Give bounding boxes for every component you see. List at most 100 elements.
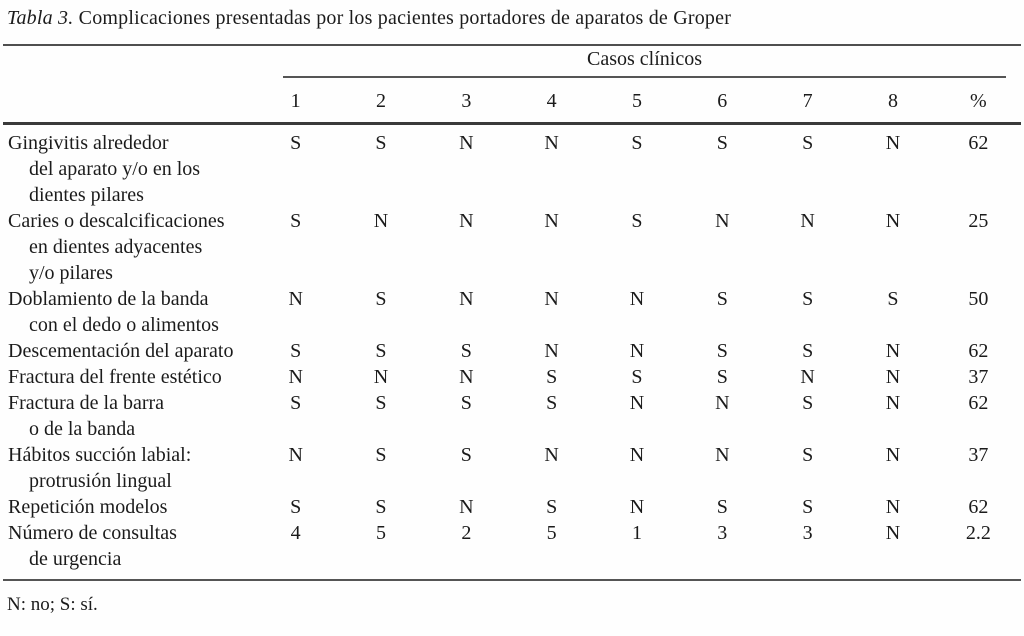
table-cell: S (631, 132, 643, 154)
group-header-spacer (3, 44, 253, 78)
table-cell: N (885, 392, 901, 414)
table-cell: S (375, 132, 387, 154)
table-cell: S (546, 392, 558, 414)
column-header-2: 2 (338, 78, 424, 125)
table-row: Caries o descalcificaciones en dientes a… (3, 208, 1021, 286)
table-footnote: N: no; S: sí. (7, 594, 98, 615)
table-cell: N (885, 210, 901, 232)
table-cell: 3 (679, 520, 765, 581)
table-row: Fractura del frente estético N N N S S S… (3, 364, 1021, 390)
group-header-cell: Casos clínicos (253, 44, 1021, 78)
table-cell-percent: 62 (968, 392, 989, 414)
complications-table: Casos clínicos 1 2 3 4 5 6 7 8 % Gingivi… (3, 44, 1021, 581)
table-cell: N (459, 210, 474, 232)
table-cell: N (629, 288, 645, 310)
table-cell: N (544, 288, 559, 310)
table-cell: S (802, 444, 814, 466)
row-label: Caries o descalcificaciones en dientes a… (8, 210, 225, 284)
table-row: Gingivitis alrededor del aparato y/o en … (3, 124, 1021, 209)
column-header-row: 1 2 3 4 5 6 7 8 % (3, 78, 1021, 125)
table-cell: N (800, 210, 815, 232)
table-cell: S (290, 210, 302, 232)
table-cell: N (800, 366, 815, 388)
table-cell: N (885, 366, 901, 388)
table-cell-percent: 62 (968, 340, 989, 362)
table-cell: N (885, 496, 901, 518)
table-cell: S (802, 340, 814, 362)
column-header-7: 7 (764, 78, 851, 125)
table-row: Repetición modelos S S N S N S S N 62 (3, 494, 1021, 520)
table-cell: N (544, 340, 559, 362)
table-cell-percent: 2.2 (935, 520, 1021, 581)
table-cell: 2 (423, 520, 509, 581)
column-header-6: 6 (679, 78, 765, 125)
table-cell: N (288, 288, 303, 310)
row-label: Fractura de la barra o de la banda (8, 392, 165, 440)
table-cell: S (375, 392, 387, 414)
table-cell: N (629, 340, 645, 362)
table-cell: N (544, 210, 559, 232)
table-cell: S (460, 392, 472, 414)
table-cell: S (887, 288, 899, 310)
column-header-3: 3 (423, 78, 509, 125)
table-cell: S (546, 496, 558, 518)
table-cell: S (375, 496, 387, 518)
table-cell: N (373, 366, 389, 388)
table-row: Número de consultas de urgencia 4 5 2 5 … (3, 520, 1021, 581)
table-cell: N (715, 392, 730, 414)
table-cell: S (802, 392, 814, 414)
table-cell: N (544, 444, 559, 466)
table-cell: S (716, 366, 728, 388)
table-title: Tabla 3. Complicaciones presentadas por … (7, 7, 1024, 30)
table-cell: S (802, 496, 814, 518)
table-cell: N (715, 210, 730, 232)
table-cell: S (290, 392, 302, 414)
table-row: Hábitos succión labial: protrusión lingu… (3, 442, 1021, 494)
table-cell: 4 (253, 520, 339, 581)
table-row: Doblamiento de la banda con el dedo o al… (3, 286, 1021, 338)
column-header-5: 5 (594, 78, 680, 125)
table-cell: N (544, 132, 559, 154)
row-label: Hábitos succión labial: protrusión lingu… (8, 444, 192, 492)
table-cell: S (375, 340, 387, 362)
column-header-1: 1 (253, 78, 339, 125)
table-cell: S (802, 132, 814, 154)
table-cell: N (885, 132, 901, 154)
table-cell: N (373, 210, 389, 232)
table-cell: N (885, 340, 901, 362)
group-header-label: Casos clínicos (283, 46, 1006, 78)
table-cell: N (459, 288, 474, 310)
table-cell: N (459, 496, 474, 518)
table-cell: S (716, 288, 728, 310)
row-label: Doblamiento de la banda con el dedo o al… (8, 288, 219, 336)
table-cell-percent: 37 (968, 366, 989, 388)
column-header-4: 4 (508, 78, 595, 125)
table-caption: Complicaciones presentadas por los pacie… (78, 7, 732, 29)
table-cell: S (716, 496, 728, 518)
table-cell: S (716, 132, 728, 154)
table-cell: S (716, 340, 728, 362)
table-number: Tabla 3. (7, 7, 74, 29)
table-cell: N (715, 444, 730, 466)
table-cell: S (290, 340, 302, 362)
table-cell: N (629, 496, 645, 518)
table-cell-percent: 62 (968, 496, 989, 518)
table-cell: S (631, 210, 643, 232)
row-label: Gingivitis alrededor del aparato y/o en … (8, 132, 201, 206)
table-cell: N (885, 444, 901, 466)
column-header-8: 8 (850, 78, 936, 125)
table-cell: S (375, 444, 387, 466)
table-cell-percent: 37 (968, 444, 989, 466)
table-cell-percent: 62 (968, 132, 989, 154)
table-cell: S (290, 132, 302, 154)
table-row: Descementación del aparato S S S N N S S… (3, 338, 1021, 364)
table-cell: 5 (508, 520, 595, 581)
table-cell: S (460, 444, 472, 466)
table-cell: S (631, 366, 643, 388)
row-label: Fractura del frente estético (8, 366, 222, 388)
column-header-percent: % (935, 78, 1021, 125)
table-cell: N (459, 132, 474, 154)
table-cell: S (375, 288, 387, 310)
table-cell: N (850, 520, 936, 581)
